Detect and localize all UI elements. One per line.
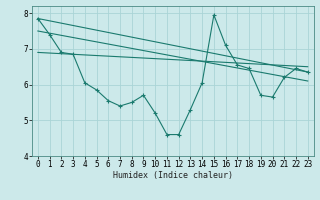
X-axis label: Humidex (Indice chaleur): Humidex (Indice chaleur) bbox=[113, 171, 233, 180]
